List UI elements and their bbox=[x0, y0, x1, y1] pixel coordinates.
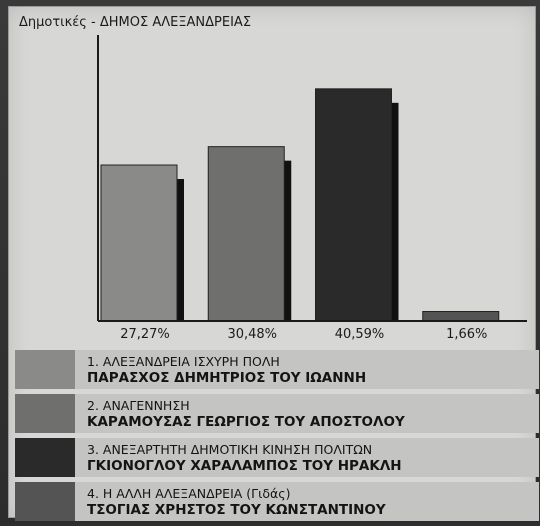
bar-2 bbox=[207, 146, 285, 322]
legend-item-3: 3. ΑΝΕΞΑΡΤΗΤΗ ΔΗΜΟΤΙΚΗ ΚΙΝΗΣΗ ΠΟΛΙΤΩΝ ΓΚ… bbox=[15, 438, 539, 477]
legend-leader-4: ΤΣΟΓΙΑΣ ΧΡΗΣΤΟΣ ΤΟΥ ΚΩΝΣΤΑΝΤΙΝΟΥ bbox=[87, 502, 386, 518]
legend-item-1: 1. ΑΛΕΞΑΝΔΡΕΙΑ ΙΣΧΥΡΗ ΠΟΛΗ ΠΑΡΑΣΧΟΣ ΔΗΜΗ… bbox=[15, 350, 539, 389]
legend-swatch-3 bbox=[15, 438, 75, 477]
bar-chart: 27,27% 30,48% 40,59% 1,66% bbox=[97, 35, 527, 342]
legend-leader-1: ΠΑΡΑΣΧΟΣ ΔΗΜΗΤΡΙΟΣ ΤΟΥ ΙΩΑΝΝΗ bbox=[87, 370, 367, 386]
bar-4 bbox=[422, 311, 500, 322]
legend: 1. ΑΛΕΞΑΝΔΡΕΙΑ ΙΣΧΥΡΗ ΠΟΛΗ ΠΑΡΑΣΧΟΣ ΔΗΜΗ… bbox=[15, 350, 539, 526]
bar-1 bbox=[100, 164, 178, 322]
legend-leader-3: ΓΚΙΟΝΟΓΛΟΥ ΧΑΡΑΛΑΜΠΟΣ ΤΟΥ ΗΡΑΚΛΗ bbox=[87, 458, 402, 474]
legend-party-4: 4. Η ΑΛΛΗ ΑΛΕΞΑΝΔΡΕΙΑ (Γιδάς) bbox=[87, 486, 291, 501]
legend-swatch-4 bbox=[15, 482, 75, 521]
legend-party-3: 3. ΑΝΕΞΑΡΤΗΤΗ ΔΗΜΟΤΙΚΗ ΚΙΝΗΣΗ ΠΟΛΙΤΩΝ bbox=[87, 442, 373, 457]
legend-party-1: 1. ΑΛΕΞΑΝΔΡΕΙΑ ΙΣΧΥΡΗ ΠΟΛΗ bbox=[87, 354, 280, 369]
legend-leader-2: ΚΑΡΑΜΟΥΣΑΣ ΓΕΩΡΓΙΟΣ ΤΟΥ ΑΠΟΣΤΟΛΟΥ bbox=[87, 414, 405, 430]
bar-value-label-1: 27,27% bbox=[120, 327, 170, 342]
bar-value-label-2: 30,48% bbox=[227, 327, 277, 342]
bar-value-label-3: 40,59% bbox=[335, 327, 385, 342]
bar-value-label-4: 1,66% bbox=[446, 327, 487, 342]
legend-swatch-1 bbox=[15, 350, 75, 389]
legend-item-2: 2. ΑΝΑΓΕΝΝΗΣΗ ΚΑΡΑΜΟΥΣΑΣ ΓΕΩΡΓΙΟΣ ΤΟΥ ΑΠ… bbox=[15, 394, 539, 433]
legend-swatch-2 bbox=[15, 394, 75, 433]
chart-panel: Δημοτικές - ΔΗΜΟΣ ΑΛΕΞΑΝΔΡΕΙΑΣ 27,27% 30,… bbox=[8, 6, 539, 521]
chart-title: Δημοτικές - ΔΗΜΟΣ ΑΛΕΞΑΝΔΡΕΙΑΣ bbox=[19, 15, 252, 30]
bar-3 bbox=[315, 88, 392, 322]
legend-item-4: 4. Η ΑΛΛΗ ΑΛΕΞΑΝΔΡΕΙΑ (Γιδάς) ΤΣΟΓΙΑΣ ΧΡ… bbox=[15, 482, 539, 521]
legend-party-2: 2. ΑΝΑΓΕΝΝΗΣΗ bbox=[87, 398, 190, 413]
